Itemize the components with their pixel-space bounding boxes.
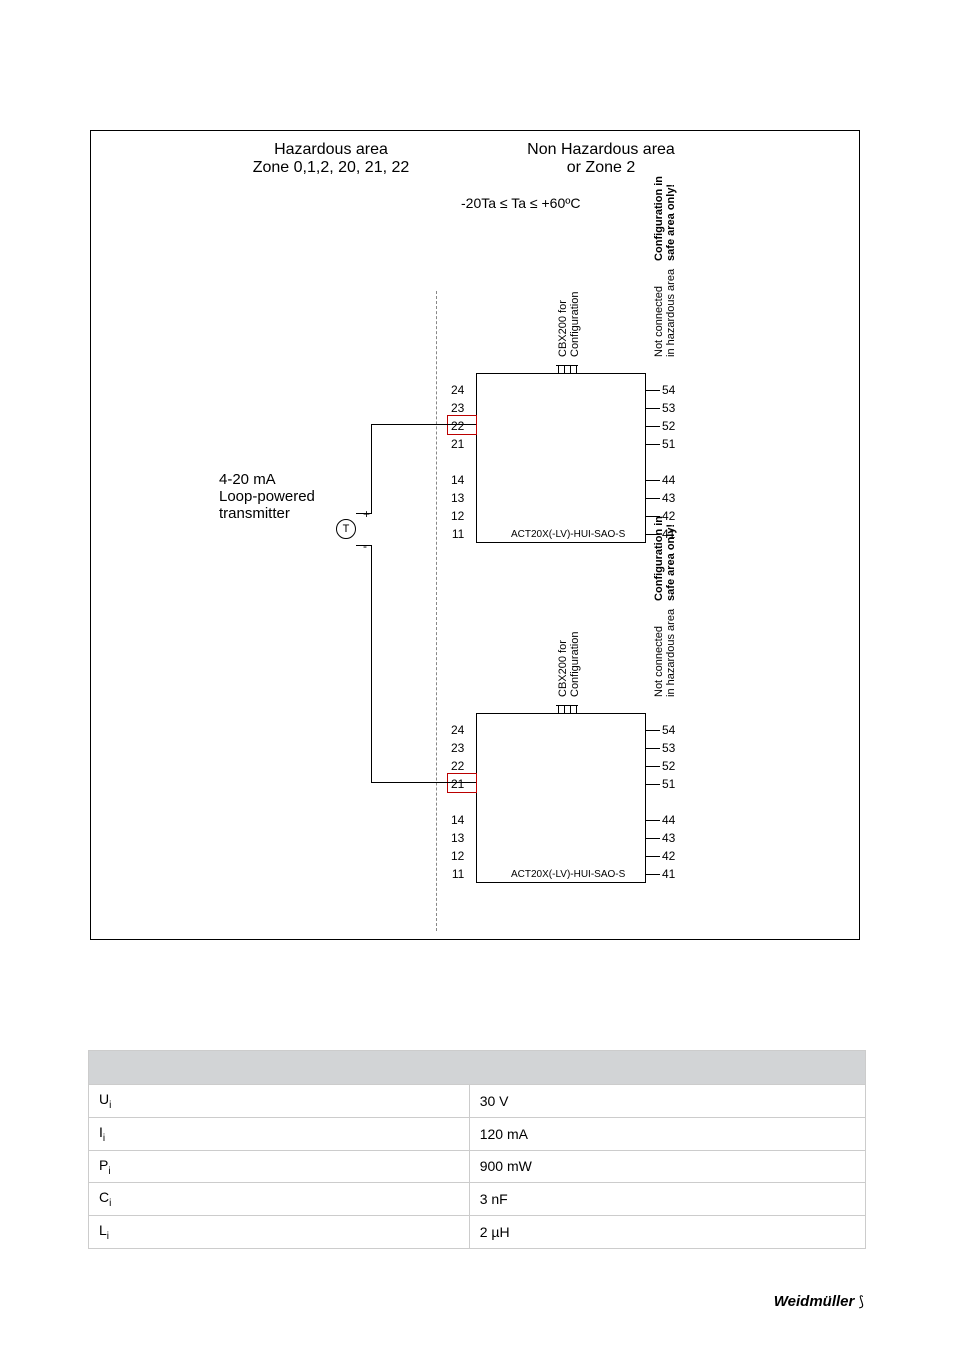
cbx-connector-2	[556, 705, 578, 713]
header-nonhazardous: Non Hazardous area or Zone 2	[491, 141, 711, 177]
m1-right-top-terms: 54 53 52 51	[646, 381, 675, 453]
param-symbol: Pi	[89, 1150, 470, 1183]
module-1-label: ACT20X(-LV)-HUI-SAO-S	[511, 529, 625, 540]
m2-right-bot-terms: 44 43 42 41	[646, 811, 675, 883]
parameters-table: Ui 30 V Ii 120 mA Pi 900 mW Ci 3 nF Li 2…	[88, 1050, 866, 1249]
param-symbol: Li	[89, 1216, 470, 1249]
temp-range: -20Ta ≤ Ta ≤ +60ºC	[461, 195, 580, 211]
param-value: 2 µH	[469, 1216, 865, 1249]
table-row: Li 2 µH	[89, 1216, 866, 1249]
footer-brand: Weidmüller ⟆	[774, 1293, 864, 1310]
param-symbol: Ci	[89, 1183, 470, 1216]
plus-sign: +	[363, 507, 370, 521]
cbx-line-2: CBX200 for Configuration	[557, 632, 581, 697]
table-row: Ci 3 nF	[89, 1183, 866, 1216]
module-2-label: ACT20X(-LV)-HUI-SAO-S	[511, 869, 625, 880]
warn-cfg-2: Configuration in safe area only!	[653, 516, 677, 601]
vert-warn-1: Not connected in hazardous area Configur…	[653, 176, 677, 357]
nonhaz-l1: Non Hazardous area	[491, 141, 711, 159]
wire-plus-h2	[371, 424, 476, 425]
vert-text-1: CBX200 for Configuration	[557, 292, 581, 357]
minus-sign: -	[363, 539, 367, 553]
haz-l2: Zone 0,1,2, 20, 21, 22	[221, 159, 441, 177]
warn-nc-1: Not connected in hazardous area	[653, 269, 677, 357]
transmitter-label: 4-20 mA Loop-powered transmitter	[219, 471, 315, 522]
wire-minus-v	[371, 545, 372, 782]
vert-text-2: CBX200 for Configuration	[557, 632, 581, 697]
table-row: Ui 30 V	[89, 1085, 866, 1118]
param-value: 120 mA	[469, 1117, 865, 1150]
table-row: Pi 900 mW	[89, 1150, 866, 1183]
wire-plus-v	[371, 424, 372, 514]
cbx-connector-1	[556, 365, 578, 373]
zone-divider	[436, 291, 437, 931]
param-value: 900 mW	[469, 1150, 865, 1183]
table-header	[89, 1051, 866, 1085]
param-symbol: Ii	[89, 1117, 470, 1150]
hl-m1-22	[447, 415, 477, 435]
module-1	[476, 373, 646, 543]
wire-plus-h1	[356, 513, 371, 514]
table-row: Ii 120 mA	[89, 1117, 866, 1150]
module-2	[476, 713, 646, 883]
wire-minus-h1	[356, 545, 371, 546]
haz-l1: Hazardous area	[221, 141, 441, 159]
m2-left-bot-terms: 14 13 12 11	[451, 811, 464, 883]
warn-cfg-1: Configuration in safe area only!	[653, 176, 677, 261]
param-symbol: Ui	[89, 1085, 470, 1118]
hl-m2-21	[447, 773, 477, 793]
cbx-line-1: CBX200 for Configuration	[557, 292, 581, 357]
warn-nc-2: Not connected in hazardous area	[653, 609, 677, 697]
header-hazardous: Hazardous area Zone 0,1,2, 20, 21, 22	[221, 141, 441, 177]
nonhaz-l2: or Zone 2	[491, 159, 711, 177]
m1-left-bot-terms: 14 13 12 11	[451, 471, 464, 543]
m2-right-top-terms: 54 53 52 51	[646, 721, 675, 793]
wire-minus-h2	[371, 782, 476, 783]
diagram-frame: Hazardous area Zone 0,1,2, 20, 21, 22 No…	[90, 130, 860, 940]
table-body: Ui 30 V Ii 120 mA Pi 900 mW Ci 3 nF Li 2…	[89, 1085, 866, 1249]
param-value: 3 nF	[469, 1183, 865, 1216]
vert-warn-2: Not connected in hazardous area Configur…	[653, 516, 677, 697]
transmitter-symbol: T	[336, 519, 356, 539]
param-value: 30 V	[469, 1085, 865, 1118]
